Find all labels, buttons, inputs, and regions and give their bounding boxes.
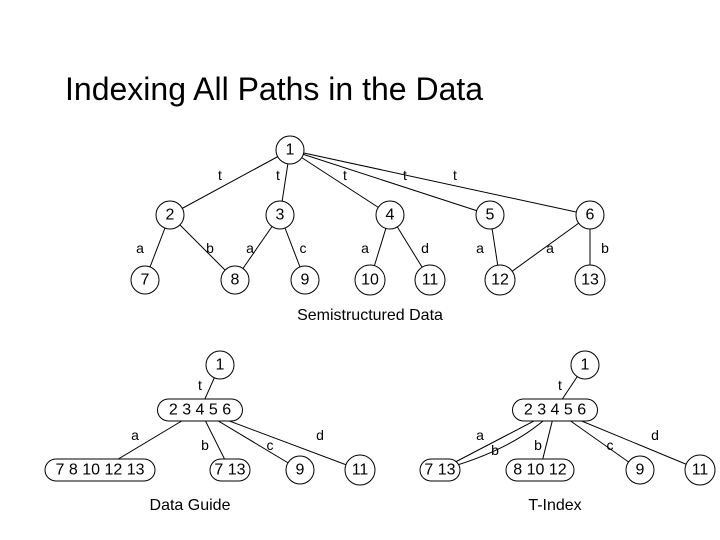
- edge-label: t: [453, 167, 457, 183]
- edge-label: a: [476, 240, 484, 256]
- node-label: 2 3 4 5 6: [524, 402, 586, 419]
- edge-label: c: [267, 437, 274, 453]
- edge-label: a: [131, 427, 139, 443]
- tree-edge: [500, 215, 590, 280]
- edge-label: b: [206, 240, 214, 256]
- caption-tindex: T-Index: [528, 497, 581, 514]
- edge-label: a: [246, 240, 254, 256]
- edge-label: d: [421, 240, 429, 256]
- node-label: 8: [231, 272, 240, 289]
- caption-dataguide: Data Guide: [150, 497, 231, 514]
- node-label: 2: [166, 207, 175, 224]
- edge-label: d: [316, 427, 324, 443]
- edge-label: b: [534, 437, 542, 453]
- edge-label: t: [343, 167, 347, 183]
- node-label: 1: [286, 142, 295, 159]
- tree-edge: [290, 150, 590, 215]
- tree-edge: [290, 150, 390, 215]
- edge-label: a: [136, 240, 144, 256]
- edge-label: t: [198, 377, 202, 393]
- node-label: 5: [486, 207, 495, 224]
- node-label: 11: [692, 462, 709, 479]
- edge-label: c: [300, 240, 307, 256]
- node-label: 9: [301, 272, 310, 289]
- edge-label: t: [218, 167, 222, 183]
- edge-label: b: [601, 240, 609, 256]
- page-title: Indexing All Paths in the Data: [65, 71, 483, 107]
- caption-semi: Semistructured Data: [297, 307, 443, 324]
- edge-label: d: [651, 427, 659, 443]
- node-label: 8 10 12: [513, 462, 566, 479]
- node-label: 3: [276, 207, 285, 224]
- node-label: 10: [361, 272, 379, 289]
- node-label: 12: [491, 272, 509, 289]
- node-label: 2 3 4 5 6: [169, 402, 231, 419]
- node-label: 11: [352, 462, 369, 479]
- edge-label: a: [476, 427, 484, 443]
- node-label: 7 13: [214, 462, 245, 479]
- edge-label: a: [546, 240, 554, 256]
- data-guide-tree: t a b c d 1 2 3 4 5 6 7 8 10 12 13 7 13 9 11: [45, 351, 375, 485]
- node-label: 4: [386, 207, 395, 224]
- edge-label: t: [558, 377, 562, 393]
- edge-label: c: [607, 437, 614, 453]
- node-label: 13: [581, 272, 599, 289]
- t-index-tree: tabbcd12 3 4 5 67 138 10 12911: [420, 351, 715, 485]
- node-label: 9: [296, 462, 305, 479]
- node-label: 9: [636, 462, 645, 479]
- edge-label: t: [276, 167, 280, 183]
- edge-label: a: [361, 240, 369, 256]
- edge-label: b: [491, 442, 499, 458]
- top-tree: tttttabacadaab12345678910111213: [131, 136, 609, 295]
- node-label: 7 13: [424, 462, 455, 479]
- node-label: 1: [581, 357, 590, 374]
- node-label: 1: [216, 357, 225, 374]
- edge-label: b: [201, 437, 209, 453]
- node-label: 7 8 10 12 13: [56, 462, 145, 479]
- node-label: 6: [586, 207, 595, 224]
- node-label: 7: [141, 272, 150, 289]
- node-label: 11: [422, 272, 439, 289]
